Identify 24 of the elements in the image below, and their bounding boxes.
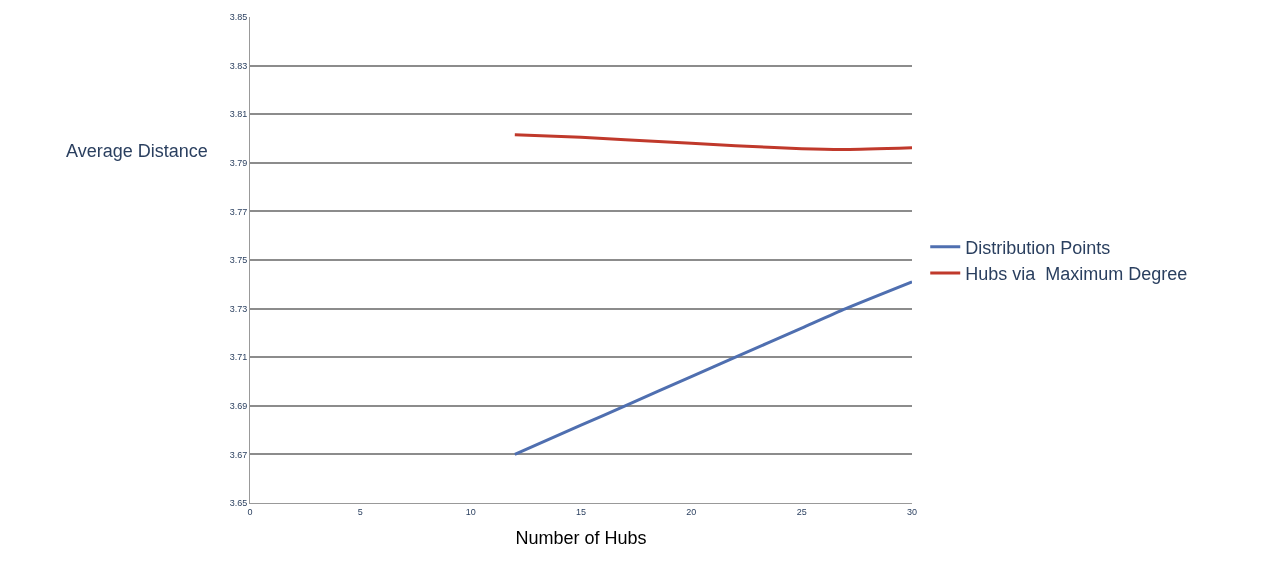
x-tick-label: 10 — [465, 506, 476, 517]
x-tick-label: 25 — [796, 506, 807, 517]
x-tick-label: 20 — [686, 506, 697, 517]
x-axis-title: Number of Hubs — [515, 527, 647, 548]
y-tick-label: 3.85 — [229, 12, 248, 23]
y-tick-label: 3.67 — [229, 449, 248, 460]
y-tick-label: 3.83 — [229, 60, 248, 71]
y-tick-label: 3.71 — [229, 352, 248, 363]
y-tick-label: 3.65 — [229, 498, 248, 509]
x-tick-label: 0 — [247, 506, 253, 517]
line-series — [513, 280, 912, 456]
y-tick-label: 3.75 — [229, 255, 248, 266]
y-axis-title: Average Distance — [66, 141, 208, 161]
legend-label: Distribution Points — [965, 237, 1111, 258]
legend-label: Hubs via Maximum Degree — [965, 264, 1188, 285]
y-tick-label: 3.69 — [229, 400, 248, 411]
y-tick-label: 3.79 — [229, 157, 248, 168]
x-tick-label: 15 — [575, 506, 587, 517]
y-tick-label: 3.77 — [229, 206, 248, 217]
y-tick-label: 3.81 — [229, 109, 248, 120]
line-series — [513, 133, 912, 151]
y-tick-label: 3.73 — [229, 303, 248, 314]
x-tick-label: 5 — [357, 506, 363, 517]
x-tick-label: 30 — [906, 506, 918, 517]
